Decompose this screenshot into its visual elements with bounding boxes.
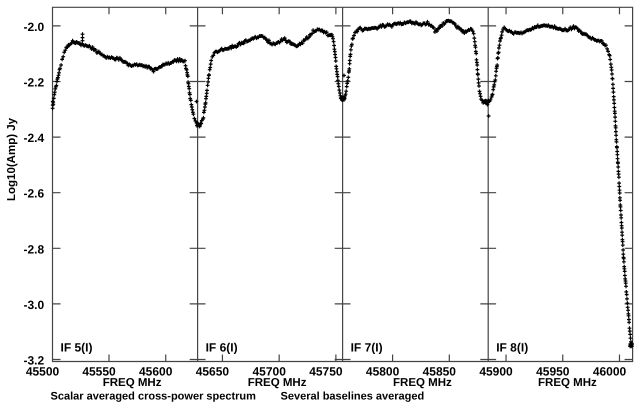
svg-text:Several baselines averaged: Several baselines averaged bbox=[281, 391, 425, 403]
svg-text:FREQ MHz: FREQ MHz bbox=[538, 377, 597, 389]
svg-text:45750: 45750 bbox=[309, 365, 343, 379]
svg-text:IF 5(I): IF 5(I) bbox=[61, 341, 93, 355]
svg-text:-2.0: -2.0 bbox=[24, 20, 45, 34]
svg-text:FREQ MHz: FREQ MHz bbox=[103, 377, 162, 389]
svg-text:45550: 45550 bbox=[82, 365, 116, 379]
svg-text:FREQ MHz: FREQ MHz bbox=[248, 377, 307, 389]
svg-text:IF 8(I): IF 8(I) bbox=[496, 341, 528, 355]
svg-text:-3.0: -3.0 bbox=[24, 298, 45, 312]
svg-text:45950: 45950 bbox=[536, 365, 570, 379]
svg-text:FREQ MHz: FREQ MHz bbox=[393, 377, 452, 389]
svg-text:-2.4: -2.4 bbox=[24, 131, 45, 145]
svg-text:-3.2: -3.2 bbox=[24, 354, 45, 368]
svg-text:Scalar averaged cross-power sp: Scalar averaged cross-power spectrum bbox=[51, 391, 257, 403]
svg-text:45800: 45800 bbox=[366, 365, 400, 379]
svg-text:-2.6: -2.6 bbox=[24, 187, 45, 201]
svg-text:Log10(Amp) Jy: Log10(Amp) Jy bbox=[6, 117, 18, 201]
svg-text:IF 7(I): IF 7(I) bbox=[351, 341, 383, 355]
svg-text:-2.2: -2.2 bbox=[24, 76, 45, 90]
svg-text:46000: 46000 bbox=[593, 365, 627, 379]
svg-text:45900: 45900 bbox=[479, 365, 513, 379]
svg-text:45650: 45650 bbox=[196, 365, 230, 379]
svg-text:45500: 45500 bbox=[26, 365, 60, 379]
svg-text:45700: 45700 bbox=[253, 365, 287, 379]
svg-text:-2.8: -2.8 bbox=[24, 242, 45, 256]
svg-text:IF 6(I): IF 6(I) bbox=[206, 341, 238, 355]
svg-text:45600: 45600 bbox=[139, 365, 173, 379]
svg-text:45850: 45850 bbox=[423, 365, 457, 379]
